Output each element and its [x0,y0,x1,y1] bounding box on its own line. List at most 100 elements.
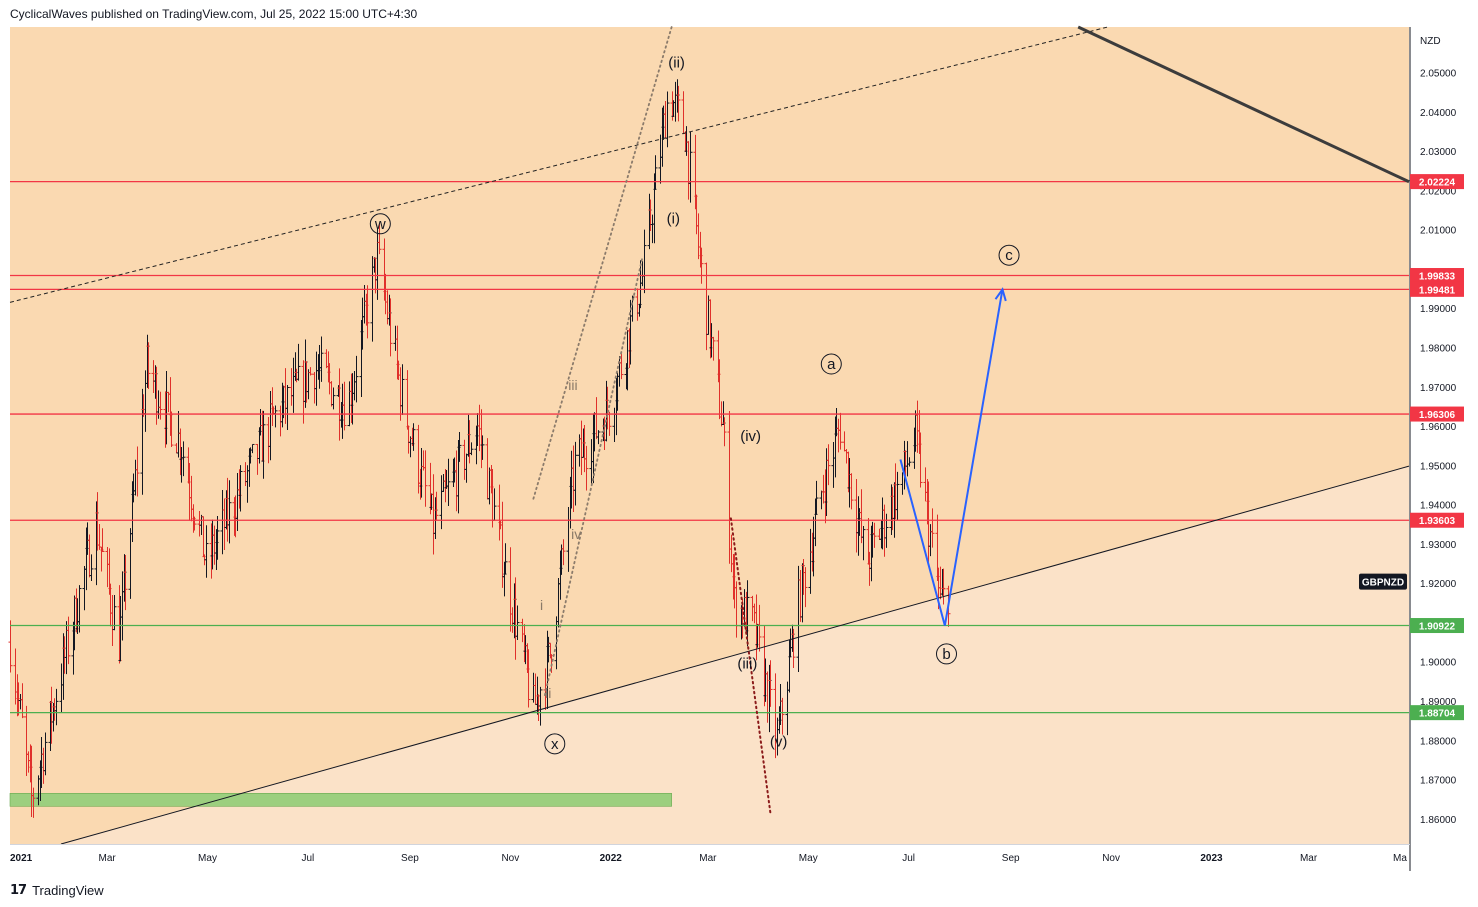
price-tick-label: 1.98000 [1420,344,1457,355]
time-tick-label[interactable]: 2021 [10,853,33,864]
wave-label-b[interactable]: b [936,643,958,665]
ohlc-bar [849,473,854,510]
svg-text:a: a [827,356,836,373]
ohlc-bar [135,446,140,497]
wave-label-x[interactable]: x [544,733,566,755]
ohlc-bar [688,131,693,203]
svg-text:(iv): (iv) [740,428,761,445]
price-badge-1.99481: 1.99481 [1410,281,1464,297]
trendlines-layer [9,25,1410,845]
svg-text:(ii): (ii) [668,55,685,72]
time-tick-label[interactable]: Nov [1102,853,1120,864]
time-tick-label[interactable]: Nov [501,853,519,864]
svg-text:(v): (v) [770,733,788,750]
ohlc-bar [653,155,658,190]
ohlc-bars-layer [8,79,951,818]
wave-label-v[interactable]: (v) [770,733,788,750]
ohlc-bar [377,223,382,255]
ohlc-bar [665,91,670,148]
ohlc-bar [768,660,773,707]
ohlc-bar [884,513,889,548]
ohlc-bar [480,435,485,460]
wave-label-w[interactable]: w [369,213,391,235]
time-axis-panel [10,845,1410,871]
svg-text:1.99833: 1.99833 [1419,272,1456,283]
price-badge-1.96306: 1.96306 [1410,406,1464,422]
wave-label-c[interactable]: c [998,244,1020,266]
ohlc-bar [676,85,681,122]
ohlc-bar [181,441,186,477]
time-tick-label[interactable]: Sep [401,853,419,864]
time-tick-label[interactable]: Mar [1300,853,1318,864]
wave-label-iv[interactable]: iv [571,526,581,542]
ohlc-bar [469,442,474,456]
ohlc-bar [215,516,220,560]
wave-label-a[interactable]: a [820,353,842,375]
time-tick-label[interactable]: May [198,853,217,864]
ohlc-bar [204,525,209,578]
svg-text:w: w [374,216,386,233]
wave-label-ii[interactable]: (ii) [668,55,685,72]
price-tick-label: 1.97000 [1420,383,1457,394]
horizontal-levels-layer [10,180,1409,714]
time-tick-label[interactable]: 2023 [1200,853,1223,864]
ohlc-bar [872,522,877,548]
price-tick-label: 1.87000 [1420,776,1457,787]
ohlc-bar [43,732,48,776]
projection-arrowhead [994,287,1007,302]
time-tick-label[interactable]: 2022 [600,853,623,864]
trendline-solid-thin[interactable] [60,465,1410,845]
ohlc-bar [31,787,36,818]
time-tick-label[interactable]: Mar [98,853,116,864]
ohlc-bar [342,381,347,431]
price-tick-label: 1.89000 [1420,697,1457,708]
ohlc-bar [388,298,393,357]
wave-channel-line[interactable] [729,517,772,814]
ohlc-bar [711,336,716,361]
ohlc-bar [584,445,589,491]
tradingview-logo-icon: 17 [10,882,27,898]
ohlc-bar [8,620,13,673]
ohlc-bar [261,410,266,479]
time-tick-label[interactable]: Sep [1002,853,1020,864]
support-zone-layer [9,793,672,807]
ohlc-bar [803,567,808,608]
ohlc-bar [838,412,843,450]
time-tick-label[interactable]: Jul [902,853,915,864]
trendline-solid-thick[interactable] [1077,25,1410,184]
wave-label-iii[interactable]: iii [568,377,577,393]
projection-path[interactable] [899,289,1004,626]
wave-label-iii[interactable]: (iii) [737,656,757,673]
price-tick-label: 1.99000 [1420,304,1457,315]
wave-channel-line[interactable] [532,26,673,500]
price-tick-label: 1.96000 [1420,422,1457,433]
ohlc-bar [503,543,508,575]
ohlc-bar [907,457,912,467]
wave-label-iv[interactable]: (iv) [740,428,761,445]
time-tick-label[interactable]: Mar [699,853,717,864]
price-badge-1.88704: 1.88704 [1410,705,1464,721]
price-tick-label: 2.04000 [1420,108,1457,119]
wave-label-i[interactable]: i [540,597,543,613]
support-zone [9,793,672,807]
svg-text:iii: iii [568,377,577,393]
time-tick-label[interactable]: Ma [1393,853,1407,864]
wave-label-ii[interactable]: ii [545,685,551,701]
price-tick-label: 2.05000 [1420,69,1457,80]
ohlc-bar [699,247,704,284]
ohlc-bar [918,432,923,488]
ohlc-bar [515,605,520,641]
svg-text:b: b [942,646,950,663]
wave-channel-line[interactable] [544,258,643,697]
ohlc-bar [526,649,531,708]
ohlc-bar [169,411,174,447]
ohlc-bar [446,458,451,507]
ohlc-bar [296,343,301,381]
time-tick-label[interactable]: May [799,853,818,864]
time-tick-label[interactable]: Jul [302,853,315,864]
price-tick-label: 2.02000 [1420,186,1457,197]
time-axis-ticks[interactable]: 2021 Mar May Jul Sep Nov 2022 Mar May Jul Sep Nov 20… [10,853,1407,864]
wave-label-i[interactable]: (i) [667,211,680,228]
